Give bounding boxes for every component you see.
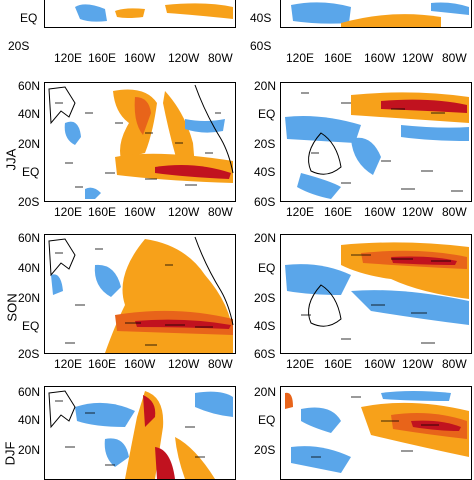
- lat-label: EQ: [20, 11, 38, 25]
- lon-label: 120W: [402, 357, 434, 371]
- lat-label: 20N: [18, 291, 41, 305]
- lat-label: 40N: [18, 413, 41, 427]
- shading-layer: [285, 242, 469, 327]
- shading-layer: [48, 84, 234, 199]
- lat-label: 60S: [254, 195, 276, 209]
- map-panel-row0-left: [44, 0, 236, 28]
- lat-label: 20N: [18, 443, 41, 457]
- lat-label: 60S: [254, 347, 276, 361]
- lon-label: 120E: [54, 357, 83, 371]
- lon-label: 120E: [54, 51, 83, 65]
- lat-label: 20S: [18, 195, 40, 209]
- lon-label: 120W: [402, 51, 434, 65]
- lon-label: 80W: [442, 357, 467, 371]
- lon-label: 160E: [324, 205, 353, 219]
- wind-vectors: [55, 248, 213, 346]
- lon-label: 80W: [442, 51, 467, 65]
- lon-label: 160E: [324, 51, 353, 65]
- lat-label: 40S: [254, 319, 276, 333]
- lon-label: 160W: [364, 357, 396, 371]
- lon-label: 120W: [402, 205, 434, 219]
- map-panel-djf-right: [280, 386, 472, 480]
- lat-label: 40S: [250, 11, 272, 25]
- lat-label: 40S: [254, 165, 276, 179]
- lon-label: 160E: [88, 51, 117, 65]
- lat-label: 20S: [254, 137, 276, 151]
- lat-label: 20N: [18, 137, 41, 151]
- lon-label: 120W: [168, 205, 200, 219]
- lat-label: 40N: [18, 107, 41, 121]
- wind-vectors: [301, 92, 463, 192]
- map-panel-jja-right: [280, 82, 472, 202]
- lat-label: 60N: [18, 79, 41, 93]
- map-panel-son-left: [44, 234, 236, 354]
- shading-layer: [75, 3, 233, 22]
- lat-label: 20S: [254, 443, 276, 457]
- season-label-jja: JJA: [3, 148, 19, 171]
- lat-label: EQ: [258, 413, 276, 427]
- map-panel-djf-left: [44, 386, 236, 480]
- lon-label: 120E: [54, 205, 83, 219]
- lon-label: 160W: [364, 205, 396, 219]
- lon-label: 160E: [88, 205, 117, 219]
- lat-label: 20N: [254, 231, 277, 245]
- lon-label: 80W: [442, 205, 467, 219]
- lat-label: 20S: [18, 347, 40, 361]
- wind-vectors: [55, 400, 205, 466]
- lon-label: 80W: [208, 51, 233, 65]
- wind-vectors: [55, 102, 221, 188]
- lat-label: 20S: [8, 39, 30, 53]
- lon-label: 120E: [286, 51, 315, 65]
- map-panel-son-right: [280, 234, 472, 354]
- lat-label: EQ: [22, 165, 40, 179]
- map-panel-row0-right: [280, 0, 472, 28]
- lat-label: 20N: [254, 385, 277, 399]
- map-panel-jja-left: [44, 82, 236, 202]
- lat-label: 60N: [18, 385, 41, 399]
- lon-label: 160E: [88, 357, 117, 371]
- lon-label: 80W: [208, 205, 233, 219]
- lon-label: 120E: [286, 357, 315, 371]
- lat-label: EQ: [22, 319, 40, 333]
- lat-label: 60N: [18, 231, 41, 245]
- shading-layer: [48, 390, 233, 479]
- lon-label: 160E: [324, 357, 353, 371]
- lon-label: 120W: [168, 357, 200, 371]
- wind-vectors: [311, 396, 439, 458]
- lat-label: EQ: [258, 107, 276, 121]
- lon-label: 160W: [124, 205, 156, 219]
- season-label-djf: DJF: [2, 441, 18, 466]
- lat-label: EQ: [258, 261, 276, 275]
- shading-layer: [285, 92, 469, 199]
- lon-label: 160W: [124, 357, 156, 371]
- lon-label: 80W: [208, 357, 233, 371]
- lon-label: 160W: [124, 51, 156, 65]
- lat-label: 20N: [254, 79, 277, 93]
- lat-label: 20S: [254, 291, 276, 305]
- wind-vectors: [301, 254, 451, 344]
- shading-layer: [285, 391, 469, 473]
- lon-label: 120E: [286, 205, 315, 219]
- shading-layer: [291, 2, 469, 27]
- lon-label: 120W: [168, 51, 200, 65]
- lon-label: 160W: [364, 51, 396, 65]
- lat-label: 60S: [250, 39, 272, 53]
- lat-label: 40N: [18, 261, 41, 275]
